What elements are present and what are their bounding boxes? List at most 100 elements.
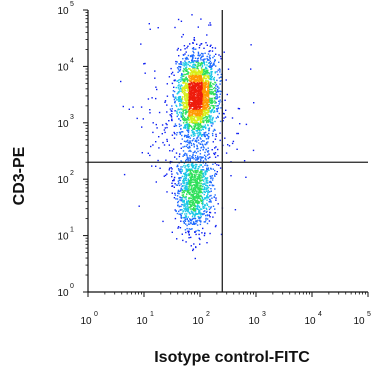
event-dot [193,203,195,205]
event-dot [200,156,202,158]
event-dot [192,113,194,115]
event-dot [199,121,201,123]
event-dot [197,54,200,56]
event-dot [191,162,193,165]
event-dot [209,175,211,177]
event-dot [173,137,176,139]
event-dot [212,216,214,218]
event-dot [180,205,182,208]
event-dot [170,73,173,75]
event-dot [212,117,214,120]
event-dot [201,62,203,65]
event-dot [199,118,202,121]
event-dot [187,117,190,119]
event-dot [202,105,204,107]
event-dot [215,199,217,201]
event-dot [211,89,213,91]
event-dot [206,104,208,106]
event-dot [186,98,189,101]
event-dot [206,177,209,179]
event-dot [208,153,210,155]
event-dot [195,180,197,182]
event-dot [195,107,198,109]
event-dot [188,92,190,94]
event-dot [199,158,202,160]
event-dot [180,190,182,192]
event-dot [212,141,214,143]
event-dot [166,104,168,106]
event-dot [178,55,180,57]
event-dot [190,97,192,99]
event-dot [168,144,170,146]
event-dot [202,183,204,185]
event-dot [172,96,175,98]
event-dot [215,96,217,98]
event-dot [182,180,184,182]
event-dot [201,106,203,108]
event-dot [207,187,210,189]
event-dot [195,89,197,91]
event-dot [198,128,201,130]
event-dot [192,86,194,88]
event-dot [216,71,218,73]
event-dot [185,118,187,120]
event-dot [205,197,208,199]
event-dot [186,73,188,75]
event-dot [180,160,182,162]
event-dot [200,91,203,93]
event-dot [199,137,201,139]
event-dot [175,60,177,63]
event-dot [200,76,202,79]
event-dot [209,90,211,93]
event-dot [185,76,187,78]
event-dot [191,169,194,172]
event-dot [191,79,193,81]
event-dot [212,101,214,103]
event-dot [212,83,214,85]
event-dot [184,174,186,177]
event-dot [196,200,198,203]
event-dot [176,80,179,82]
event-dot [203,198,205,201]
event-dot [184,86,186,89]
event-dot [207,82,210,85]
event-dot [202,160,205,162]
event-dot [178,192,180,195]
event-dot [204,134,206,136]
event-dot [200,86,203,88]
event-dot [199,208,202,210]
event-dot [194,174,196,176]
event-dot [205,126,207,129]
event-dot [206,150,209,152]
event-dot [206,222,209,225]
event-dot [191,228,193,230]
event-dot [189,110,192,113]
event-dot [180,115,183,118]
event-dot [204,71,207,73]
event-dot [189,149,191,152]
event-dot [193,121,195,124]
event-dot [207,84,209,87]
event-dot [210,201,212,203]
event-dot [192,221,195,223]
event-dot [174,26,176,29]
event-dot [209,86,212,88]
event-dot [178,81,180,84]
event-dot [181,197,183,199]
event-dot [218,54,220,56]
event-dot [190,228,192,230]
event-dot [186,183,188,186]
event-dot [185,64,188,66]
event-dot [190,61,193,64]
event-dot [203,175,205,178]
event-dot [180,220,182,222]
event-dot [209,64,211,66]
event-dot [173,131,175,134]
event-dot [206,116,208,118]
event-dot [206,94,209,96]
event-dot [197,85,199,87]
event-dot [194,67,196,69]
event-dot [196,164,198,166]
event-dot [192,200,195,203]
event-dot [205,217,207,220]
